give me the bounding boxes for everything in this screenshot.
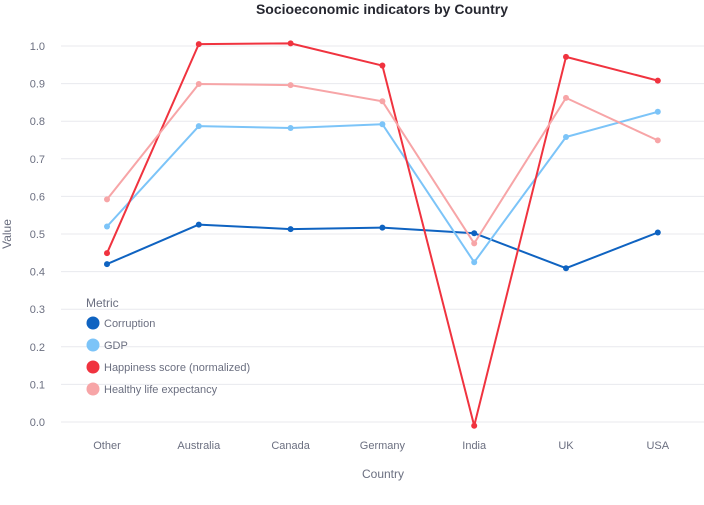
y-tick-label: 1.0 — [30, 41, 45, 53]
y-axis-ticks: 0.0 0.1 0.2 0.3 0.4 0.5 0.6 0.7 0.8 0.9 1.0 — [30, 41, 45, 429]
y-axis-label: Value — [0, 219, 14, 249]
data-point[interactable] — [471, 240, 478, 247]
data-point[interactable] — [563, 53, 569, 60]
x-tick-label: Other — [93, 440, 121, 452]
data-point[interactable] — [563, 94, 569, 101]
y-tick-label: 0.5 — [30, 229, 45, 241]
x-axis-ticks: Other Australia Canada Germany India UK USA — [93, 440, 670, 452]
data-point[interactable] — [471, 259, 478, 266]
data-point[interactable] — [563, 133, 569, 140]
legend-swatch — [86, 338, 100, 352]
legend[interactable]: Metric Corruption GDP Happiness score (nor… — [86, 296, 250, 396]
data-point[interactable] — [654, 229, 661, 236]
y-tick-label: 0.9 — [30, 79, 45, 91]
data-point[interactable] — [287, 82, 294, 89]
data-point[interactable] — [563, 265, 569, 272]
legend-label: Corruption — [104, 318, 155, 330]
y-tick-label: 0.6 — [30, 191, 45, 203]
legend-swatch — [86, 360, 100, 374]
y-tick-label: 0.8 — [30, 116, 45, 128]
data-point[interactable] — [195, 80, 202, 87]
data-point[interactable] — [379, 121, 386, 128]
y-tick-label: 0.7 — [30, 154, 45, 166]
x-tick-label: India — [462, 440, 487, 452]
series-3 — [104, 80, 661, 247]
legend-item[interactable]: GDP — [86, 338, 128, 353]
x-tick-label: Australia — [177, 440, 221, 452]
series-0 — [104, 221, 661, 272]
series-line — [106, 223, 659, 270]
x-tick-label: Germany — [360, 440, 406, 452]
data-point[interactable] — [287, 40, 294, 47]
data-point[interactable] — [379, 62, 386, 69]
x-tick-label: UK — [558, 440, 574, 452]
y-tick-label: 0.3 — [30, 304, 45, 316]
x-tick-label: Canada — [271, 440, 310, 452]
series-line — [106, 83, 659, 245]
gridlines — [61, 45, 704, 423]
data-point[interactable] — [195, 123, 202, 130]
legend-swatch — [86, 382, 100, 396]
y-tick-label: 0.1 — [30, 379, 45, 391]
data-point[interactable] — [379, 224, 386, 231]
data-point[interactable] — [195, 221, 202, 228]
series-2 — [104, 40, 661, 429]
y-tick-label: 0.4 — [30, 267, 45, 279]
data-point[interactable] — [104, 196, 110, 203]
legend-label: Healthy life expectancy — [104, 384, 218, 396]
data-point[interactable] — [654, 77, 661, 84]
legend-item[interactable]: Corruption — [86, 316, 156, 331]
data-point[interactable] — [654, 108, 661, 115]
y-tick-label: 0.2 — [30, 342, 45, 354]
data-point[interactable] — [104, 261, 110, 268]
data-point[interactable] — [195, 41, 202, 48]
y-tick-label: 0.0 — [30, 417, 45, 429]
series-1 — [104, 108, 661, 266]
legend-label: GDP — [104, 340, 128, 352]
chart-title: Socioeconomic indicators by Country — [256, 1, 508, 17]
data-point[interactable] — [471, 422, 478, 429]
x-tick-label: USA — [646, 440, 669, 452]
data-point[interactable] — [654, 137, 661, 144]
data-point[interactable] — [104, 250, 110, 257]
data-point[interactable] — [287, 226, 294, 233]
series-line — [106, 110, 659, 264]
legend-item[interactable]: Healthy life expectancy — [86, 382, 218, 397]
data-point[interactable] — [471, 230, 478, 237]
data-point[interactable] — [379, 98, 386, 105]
x-axis-label: Country — [362, 467, 404, 481]
legend-item[interactable]: Happiness score (normalized) — [86, 360, 251, 375]
legend-title: Metric — [86, 296, 119, 310]
data-point[interactable] — [104, 223, 110, 230]
data-point[interactable] — [287, 124, 294, 131]
legend-label: Happiness score (normalized) — [104, 362, 250, 374]
series-lines — [104, 40, 661, 429]
legend-swatch — [86, 316, 100, 330]
